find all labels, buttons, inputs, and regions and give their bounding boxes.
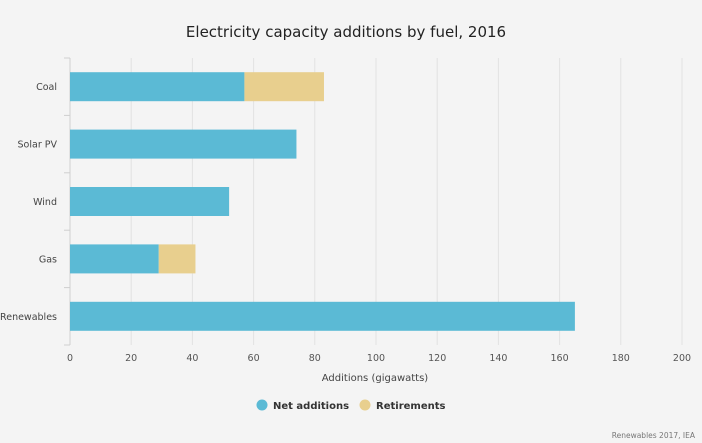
x-tick-label: 200: [673, 353, 691, 364]
category-label: Gas: [39, 254, 57, 265]
bars: [70, 72, 575, 331]
bar-net-additions[interactable]: [70, 301, 575, 331]
x-tick-label: 80: [309, 353, 321, 364]
bar-net-additions[interactable]: [70, 129, 297, 159]
legend[interactable]: Net additions Retirements: [256, 399, 446, 413]
legend-item-retirements[interactable]: Retirements: [359, 399, 446, 413]
x-tick-label: 60: [248, 353, 260, 364]
bar-net-additions[interactable]: [70, 187, 230, 216]
x-tick-labels: 0 20 40 60 80 100 120 140 160 180 200: [67, 353, 691, 364]
legend-marker: [256, 399, 268, 411]
bar-retirements[interactable]: [158, 244, 196, 274]
category-label: Renewables: [0, 312, 57, 323]
x-tick-label: 160: [551, 353, 569, 364]
legend-marker: [359, 399, 371, 411]
x-tick-label: 100: [367, 353, 385, 364]
x-axis-label: Additions (gigawatts): [322, 373, 429, 384]
bar-net-additions[interactable]: [70, 72, 245, 102]
category-label: Solar PV: [18, 140, 58, 151]
legend-item-net-additions[interactable]: Net additions: [256, 399, 350, 413]
category-labels: Coal Solar PV Wind Gas Renewables: [0, 82, 57, 323]
legend-label: Net additions: [273, 401, 349, 412]
chart-title: Electricity capacity additions by fuel, …: [186, 23, 506, 41]
gridlines: [64, 57, 683, 346]
x-tick-label: 180: [612, 353, 630, 364]
x-tick-label: 40: [186, 353, 198, 364]
x-tick-label: 20: [125, 353, 137, 364]
legend-label: Retirements: [376, 401, 446, 412]
x-tick-label: 140: [489, 353, 507, 364]
bar-net-additions[interactable]: [70, 244, 159, 274]
x-tick-label: 0: [67, 353, 73, 364]
bar-retirements[interactable]: [244, 72, 324, 102]
source-note: Renewables 2017, IEA: [612, 431, 696, 440]
category-label: Coal: [36, 82, 57, 93]
category-label: Wind: [33, 197, 57, 208]
x-tick-label: 120: [428, 353, 446, 364]
